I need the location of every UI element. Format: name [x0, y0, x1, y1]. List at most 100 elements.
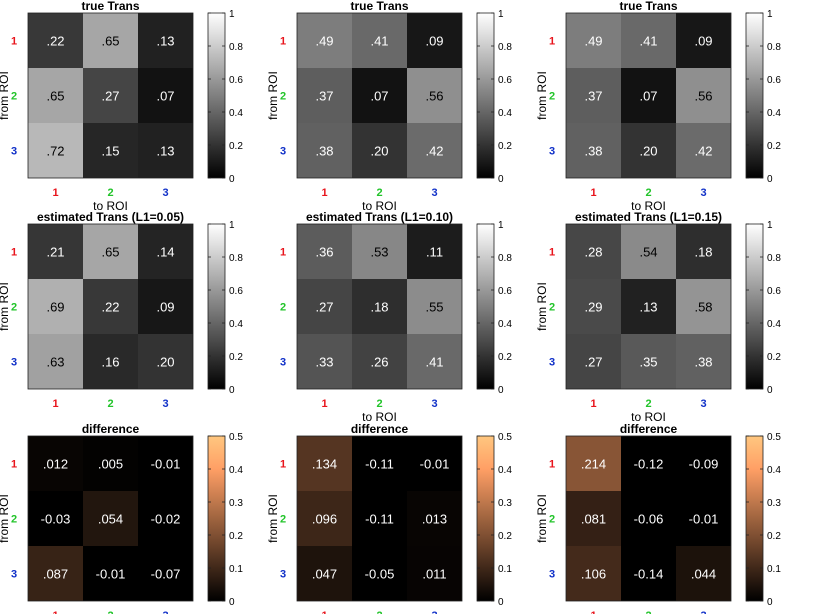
- heatmap-cell: [621, 436, 676, 491]
- col-tick-label: 1: [321, 398, 327, 410]
- colorbar-tick-label: 0.1: [498, 564, 512, 575]
- cell-value-label: .37: [315, 89, 333, 104]
- heatmap-cell: [407, 436, 462, 491]
- panel-title: estimated Trans (L1=0.15): [575, 210, 722, 224]
- heatmap-panel: .134 -0.11 -0.01 .096 -0.11 .013 .047 -0.05 .011…: [266, 422, 512, 614]
- col-tick-label: 1: [590, 187, 596, 199]
- colorbar-tick-label: 0.8: [229, 42, 243, 53]
- colorbar-tick-label: 0.2: [229, 141, 243, 152]
- colorbar-tick-label: 0.5: [498, 432, 512, 443]
- cell-value-label: -0.09: [689, 457, 719, 472]
- colorbar: [745, 223, 764, 390]
- colorbar-tick-label: 0.4: [498, 319, 512, 330]
- cell-value-label: .33: [315, 355, 333, 370]
- colorbar-tick-label: 0: [229, 174, 235, 185]
- cell-value-label: .16: [101, 355, 119, 370]
- heatmap-cell: [566, 546, 621, 601]
- colorbar-tick-label: 0.8: [767, 253, 781, 264]
- cell-value-label: .55: [425, 300, 443, 315]
- heatmap-cell: [83, 546, 138, 601]
- colorbar-tick-label: 0.2: [498, 352, 512, 363]
- heatmap-panel: .36 .53 .11 .27 .18 .55 .33 .26 .41 estimated Tra…: [280, 210, 512, 424]
- cell-value-label: .106: [581, 567, 606, 582]
- colorbar-tick-label: 0.6: [229, 286, 243, 297]
- cell-value-label: .41: [370, 34, 388, 49]
- heatmap-frame: [27, 223, 194, 390]
- cell-value-label: -0.06: [634, 512, 664, 527]
- colorbar-tick-label: 0.3: [229, 498, 243, 509]
- heatmap-cell: [407, 491, 462, 546]
- colorbar: [476, 435, 495, 602]
- colorbar-tick-label: 0.8: [498, 42, 512, 53]
- cell-value-label: .13: [156, 34, 174, 49]
- heatmap-cell: [28, 123, 83, 178]
- heatmap-panel: .28 .54 .18 .29 .13 .58 .27 .35 .38 estimated Tra…: [535, 210, 781, 424]
- heatmap-frame: [296, 223, 463, 390]
- heatmap-cell: [28, 436, 83, 491]
- heatmap-cell: [676, 224, 731, 279]
- colorbar-tick-label: 0: [767, 385, 773, 396]
- heatmap-cell: [621, 224, 676, 279]
- heatmap-cell: [138, 13, 193, 68]
- row-tick-label: 2: [549, 302, 555, 314]
- cell-value-label: .36: [315, 245, 333, 260]
- heatmap-cell: [297, 491, 352, 546]
- heatmap-cell: [352, 546, 407, 601]
- heatmap-cell: [352, 491, 407, 546]
- cell-value-label: .29: [584, 300, 602, 315]
- row-tick-label: 1: [549, 36, 555, 48]
- heatmap-cell: [407, 68, 462, 123]
- heatmap-cell: [676, 334, 731, 389]
- panel-title: true Trans: [81, 0, 139, 13]
- cell-value-label: .134: [312, 457, 337, 472]
- col-tick-label: 3: [700, 398, 706, 410]
- col-tick-label: 1: [52, 398, 58, 410]
- heatmap-cell: [83, 123, 138, 178]
- cell-value-label: .20: [370, 144, 388, 159]
- heatmap-cell: [352, 224, 407, 279]
- colorbar-tick-label: 0.4: [767, 108, 781, 119]
- col-tick-label: 3: [431, 610, 437, 614]
- heatmap-cell: [28, 68, 83, 123]
- y-axis-label: from ROI: [535, 494, 549, 543]
- colorbar-tick-label: 0.1: [229, 564, 243, 575]
- cell-value-label: .38: [315, 144, 333, 159]
- y-axis-label: from ROI: [535, 282, 549, 331]
- col-tick-label: 1: [321, 610, 327, 614]
- row-tick-label: 2: [549, 514, 555, 526]
- col-tick-label: 1: [52, 610, 58, 614]
- cell-value-label: -0.01: [420, 457, 450, 472]
- heatmap-panel: .49 .41 .09 .37 .07 .56 .38 .20 .42 true Trans 1 2 3…: [535, 0, 781, 213]
- heatmap-cell: [83, 279, 138, 334]
- heatmap-cell: [28, 279, 83, 334]
- heatmap-cell: [138, 436, 193, 491]
- colorbar-tick-label: 0.6: [767, 286, 781, 297]
- heatmap-cell: [407, 279, 462, 334]
- heatmap-frame: [27, 435, 194, 602]
- cell-value-label: -0.11: [365, 512, 394, 527]
- colorbar-tick-label: 1: [498, 9, 504, 20]
- colorbar-tick-label: 0.6: [229, 75, 243, 86]
- heatmap-cell: [621, 123, 676, 178]
- heatmap-cell: [676, 491, 731, 546]
- cell-value-label: .41: [639, 34, 657, 49]
- heatmap-cell: [297, 436, 352, 491]
- colorbar-tick-label: 0: [229, 597, 235, 608]
- colorbar-tick-label: 0.2: [767, 352, 781, 363]
- cell-value-label: .11: [426, 245, 443, 260]
- cell-value-label: -0.03: [41, 512, 71, 527]
- heatmap-cell: [566, 13, 621, 68]
- col-tick-label: 3: [162, 398, 168, 410]
- heatmap-panel: .012 .005 -0.01 -0.03 .054 -0.02 .087 -0.01 -0.0…: [0, 422, 243, 614]
- row-tick-label: 3: [549, 146, 555, 158]
- cell-value-label: .09: [425, 34, 443, 49]
- colorbar-tick-label: 0.2: [498, 531, 512, 542]
- cell-value-label: .21: [46, 245, 64, 260]
- colorbar-tick-label: 1: [229, 9, 235, 20]
- panel-title: estimated Trans (L1=0.05): [37, 210, 184, 224]
- colorbar-tick-label: 0: [767, 174, 773, 185]
- cell-value-label: .38: [584, 144, 602, 159]
- heatmap-frame: [565, 435, 732, 602]
- cell-value-label: .65: [101, 245, 119, 260]
- panel-title: estimated Trans (L1=0.10): [306, 210, 453, 224]
